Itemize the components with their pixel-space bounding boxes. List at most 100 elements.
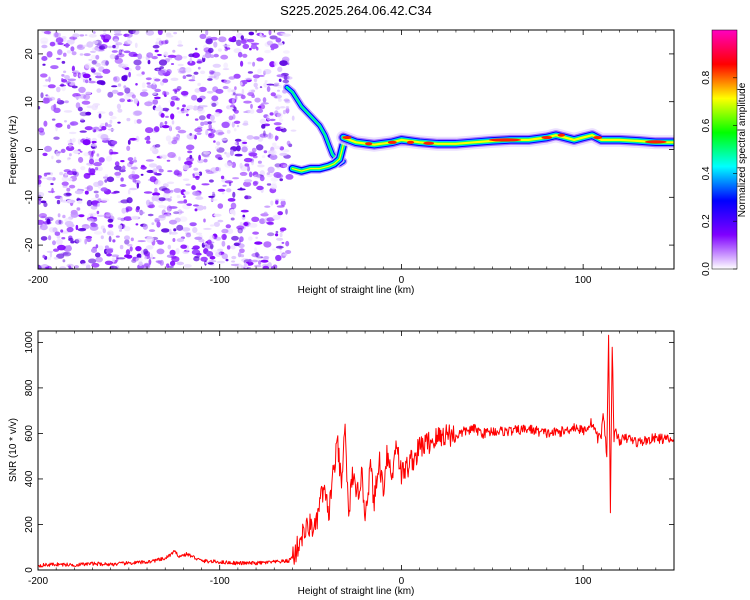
spectrogram-noise-blob (163, 213, 172, 218)
spectrogram-noise-blob (270, 92, 276, 97)
spectrogram-noise-blob (169, 249, 176, 256)
spectrogram-noise-blob (54, 231, 61, 236)
spectrogram-noise-blob (237, 252, 242, 258)
spectrogram-noise-blob (196, 97, 203, 103)
spectrogram-noise-blob (239, 236, 244, 243)
spectrogram-noise-blob (170, 113, 175, 120)
spectrogram-noise-blob (228, 115, 234, 121)
spectrogram-noise-blob (112, 76, 120, 83)
spectrogram-noise-blob (255, 251, 259, 258)
spectrogram-noise-blob (50, 172, 53, 176)
spectrogram-noise-blob (83, 53, 91, 57)
spectrogram-noise-blob (128, 174, 137, 180)
spectrogram-noise-blob (279, 60, 288, 66)
spectrogram-noise-blob (253, 264, 262, 268)
spectrogram-noise-blob (132, 178, 137, 183)
spectrogram-noise-blob (68, 131, 77, 135)
spectrogram-noise-blob (173, 170, 182, 176)
spectrogram-noise-blob (110, 116, 117, 120)
spectrogram-noise-blob (162, 183, 169, 188)
spectrogram-noise-blob (59, 196, 63, 202)
spectrogram-noise-blob (175, 248, 180, 255)
spectrogram-noise-blob (157, 30, 163, 36)
spectrogram-noise-blob (154, 106, 164, 112)
spectrogram-noise-blob (176, 238, 185, 243)
spectrogram-noise-blob (85, 79, 89, 84)
spectrogram-hot-core (387, 140, 397, 144)
spectrogram-noise-blob (123, 226, 131, 232)
spectrogram-noise-blob (64, 120, 67, 123)
spectrogram-noise-blob (248, 31, 255, 36)
spectrogram-noise-blob (112, 239, 116, 243)
spectrogram-noise-blob (213, 213, 222, 217)
spectrogram-noise-blob (223, 79, 231, 84)
spectrogram-noise-blob (134, 42, 138, 48)
spectrogram-noise-blob (137, 240, 146, 243)
spectrogram-noise-blob (111, 85, 118, 88)
spectrogram-noise-blob (128, 71, 132, 78)
spectrogram-noise-blob (151, 56, 158, 60)
spectrogram-noise-blob (133, 110, 143, 116)
spectrogram-noise-blob (95, 244, 99, 249)
spectrogram-noise-blob (61, 36, 67, 39)
spectrogram-noise-blob (38, 106, 41, 110)
spectrogram-noise-blob (263, 150, 268, 154)
spectrogram-noise-blob (42, 97, 50, 104)
spectrogram-noise-blob (92, 47, 100, 52)
spectrogram-noise-blob (244, 195, 252, 200)
spectrogram-noise-blob (182, 55, 188, 59)
spectrogram-noise-blob (80, 139, 85, 143)
spectrogram-noise-blob (279, 118, 284, 122)
spectrogram-noise-blob (141, 71, 145, 75)
spectrogram-noise-blob (91, 140, 97, 144)
spectrogram-noise-blob (182, 178, 190, 181)
spectrogram-noise-blob (118, 49, 123, 55)
snr-x-tick-label: 100 (575, 576, 592, 587)
spectrogram-noise-blob (59, 171, 64, 176)
spectrogram-noise-blob (279, 250, 283, 254)
spectrogram-noise-blob (276, 167, 281, 170)
spectrogram-noise-blob (269, 112, 274, 116)
spectrogram-noise-blob (105, 155, 113, 162)
spectrogram-noise-blob (88, 77, 92, 81)
spectrogram-noise-blob (275, 230, 279, 234)
spectrogram-noise-blob (279, 232, 283, 238)
spectrogram-noise-blob (277, 89, 280, 92)
spectrogram-noise-blob (178, 156, 181, 161)
spectrogram-noise-blob (254, 97, 261, 103)
spectrogram-noise-blob (221, 138, 228, 141)
spectrogram-noise-blob (266, 115, 271, 121)
spectrogram-noise-blob (232, 92, 236, 96)
colorbar-tick-label: 0.8 (701, 70, 712, 84)
spectrogram-noise-blob (216, 141, 221, 146)
spectrogram-noise-blob (61, 237, 66, 240)
spectrogram-noise-blob (88, 158, 95, 165)
spectrogram-noise-blob (154, 187, 158, 193)
spectrogram-hot-core (423, 141, 435, 145)
spectrogram-noise-blob (176, 224, 184, 231)
spectrogram-noise-blob (213, 71, 221, 77)
spectrogram-noise-blob (135, 65, 141, 71)
spectrogram-noise-blob (110, 191, 117, 195)
spectrogram-noise-blob (66, 187, 71, 192)
spectrogram-noise-blob (57, 244, 66, 251)
spectrogram-noise-blob (185, 232, 192, 238)
spectrogram-noise-blob (165, 115, 169, 118)
spectrogram-noise-blob (238, 229, 242, 233)
spectrogram-noise-blob (84, 190, 89, 195)
spectrogram-noise-blob (96, 214, 106, 217)
spectrogram-noise-blob (137, 53, 142, 60)
spectrogram-noise-blob (229, 149, 234, 156)
spectrogram-noise-blob (96, 153, 100, 158)
spectrogram-noise-blob (161, 209, 166, 216)
spectrogram-noise-blob (233, 242, 240, 247)
spectrogram-noise-blob (43, 30, 51, 35)
spectrogram-noise-blob (70, 211, 79, 218)
spectrogram-noise-blob (151, 195, 160, 201)
spectrogram-noise-blob (170, 77, 179, 82)
spectrogram-noise-blob (264, 49, 271, 54)
spectrogram-noise-blob (74, 265, 79, 269)
spectrogram-noise-blob (186, 74, 192, 77)
spectrogram-noise-blob (243, 222, 249, 226)
